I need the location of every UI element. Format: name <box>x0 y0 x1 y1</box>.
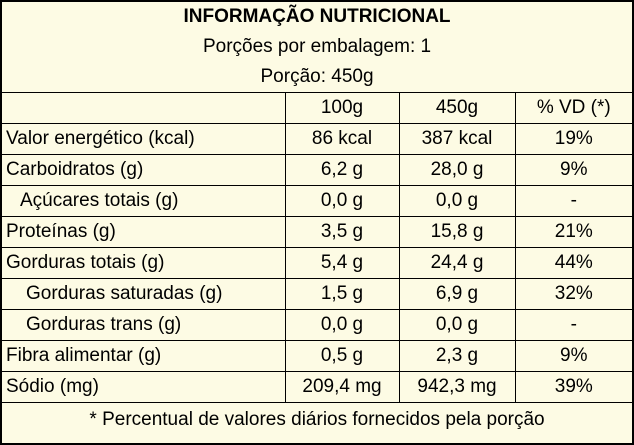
value-per-100g: 86 kcal <box>284 123 400 155</box>
nutrient-name: Proteínas (g) <box>2 216 286 248</box>
value-daily-percent: 9% <box>514 154 633 186</box>
value-per-100g: 1,5 g <box>284 278 400 310</box>
value-per-serving: 942,3 mg <box>398 371 516 403</box>
footnote: * Percentual de valores diários fornecid… <box>2 402 633 436</box>
table-row: Fibra alimentar (g) 0,5 g 2,3 g 9% <box>2 340 633 372</box>
value-daily-percent: 21% <box>514 216 633 248</box>
nutrient-name: Gorduras trans (g) <box>2 309 286 341</box>
nutrient-name: Gorduras saturadas (g) <box>2 278 286 310</box>
servings-per-package: Porções por embalagem: 1 <box>202 36 432 57</box>
value-per-100g: 5,4 g <box>284 247 400 279</box>
nutrient-name: Gorduras totais (g) <box>2 247 286 279</box>
nutrient-name: Valor energético (kcal) <box>2 123 286 155</box>
value-daily-percent: 19% <box>514 123 633 155</box>
column-header-row: 100g 450g % VD (*) <box>2 92 633 124</box>
value-per-100g: 6,2 g <box>284 154 400 186</box>
table-row: Gorduras saturadas (g) 1,5 g 6,9 g 32% <box>2 278 633 310</box>
value-daily-percent: 44% <box>514 247 633 279</box>
value-per-serving: 15,8 g <box>398 216 516 248</box>
nutrient-name: Sódio (mg) <box>2 371 286 403</box>
nutrition-table: INFORMAÇÃO NUTRICIONAL Porções por embal… <box>2 2 633 436</box>
column-header-nutrient <box>2 92 286 124</box>
table-row: Sódio (mg) 209,4 mg 942,3 mg 39% <box>2 371 633 403</box>
value-per-serving: 28,0 g <box>398 154 516 186</box>
value-daily-percent: 9% <box>514 340 633 372</box>
value-daily-percent: 39% <box>514 371 633 403</box>
value-per-serving: 0,0 g <box>398 185 516 217</box>
value-per-100g: 0,0 g <box>284 185 400 217</box>
table-row: Carboidratos (g) 6,2 g 28,0 g 9% <box>2 154 633 186</box>
table-row: Gorduras trans (g) 0,0 g 0,0 g- <box>2 309 633 341</box>
value-per-serving: 387 kcal <box>398 123 516 155</box>
value-daily-percent: - <box>514 185 633 217</box>
value-per-100g: 0,5 g <box>284 340 400 372</box>
column-header-serving: 450g <box>398 92 516 124</box>
nutrient-name: Carboidratos (g) <box>2 154 286 186</box>
value-per-100g: 0,0 g <box>284 309 400 341</box>
table-title: INFORMAÇÃO NUTRICIONAL <box>183 6 451 27</box>
column-header-100g: 100g <box>284 92 400 124</box>
value-per-100g: 209,4 mg <box>284 371 400 403</box>
nutrient-name: Açúcares totais (g) <box>2 185 286 217</box>
table-row: Proteínas (g) 3,5 g 15,8 g 21% <box>2 216 633 248</box>
value-per-serving: 0,0 g <box>398 309 516 341</box>
table-row: Valor energético (kcal) 86 kcal 387 kcal 19… <box>2 123 633 155</box>
serving-size: Porção: 450g <box>2 62 633 93</box>
table-row: Açúcares totais (g) 0,0 g 0,0 g- <box>2 185 633 217</box>
value-per-serving: 6,9 g <box>398 278 516 310</box>
value-per-serving: 24,4 g <box>398 247 516 279</box>
value-daily-percent: 32% <box>514 278 633 310</box>
value-per-100g: 3,5 g <box>284 216 400 248</box>
column-header-vd: % VD (*) <box>514 92 633 124</box>
nutrient-name: Fibra alimentar (g) <box>2 340 286 372</box>
table-row: Gorduras totais (g) 5,4 g 24,4 g 44% <box>2 247 633 279</box>
value-per-serving: 2,3 g <box>398 340 516 372</box>
value-daily-percent: - <box>514 309 633 341</box>
